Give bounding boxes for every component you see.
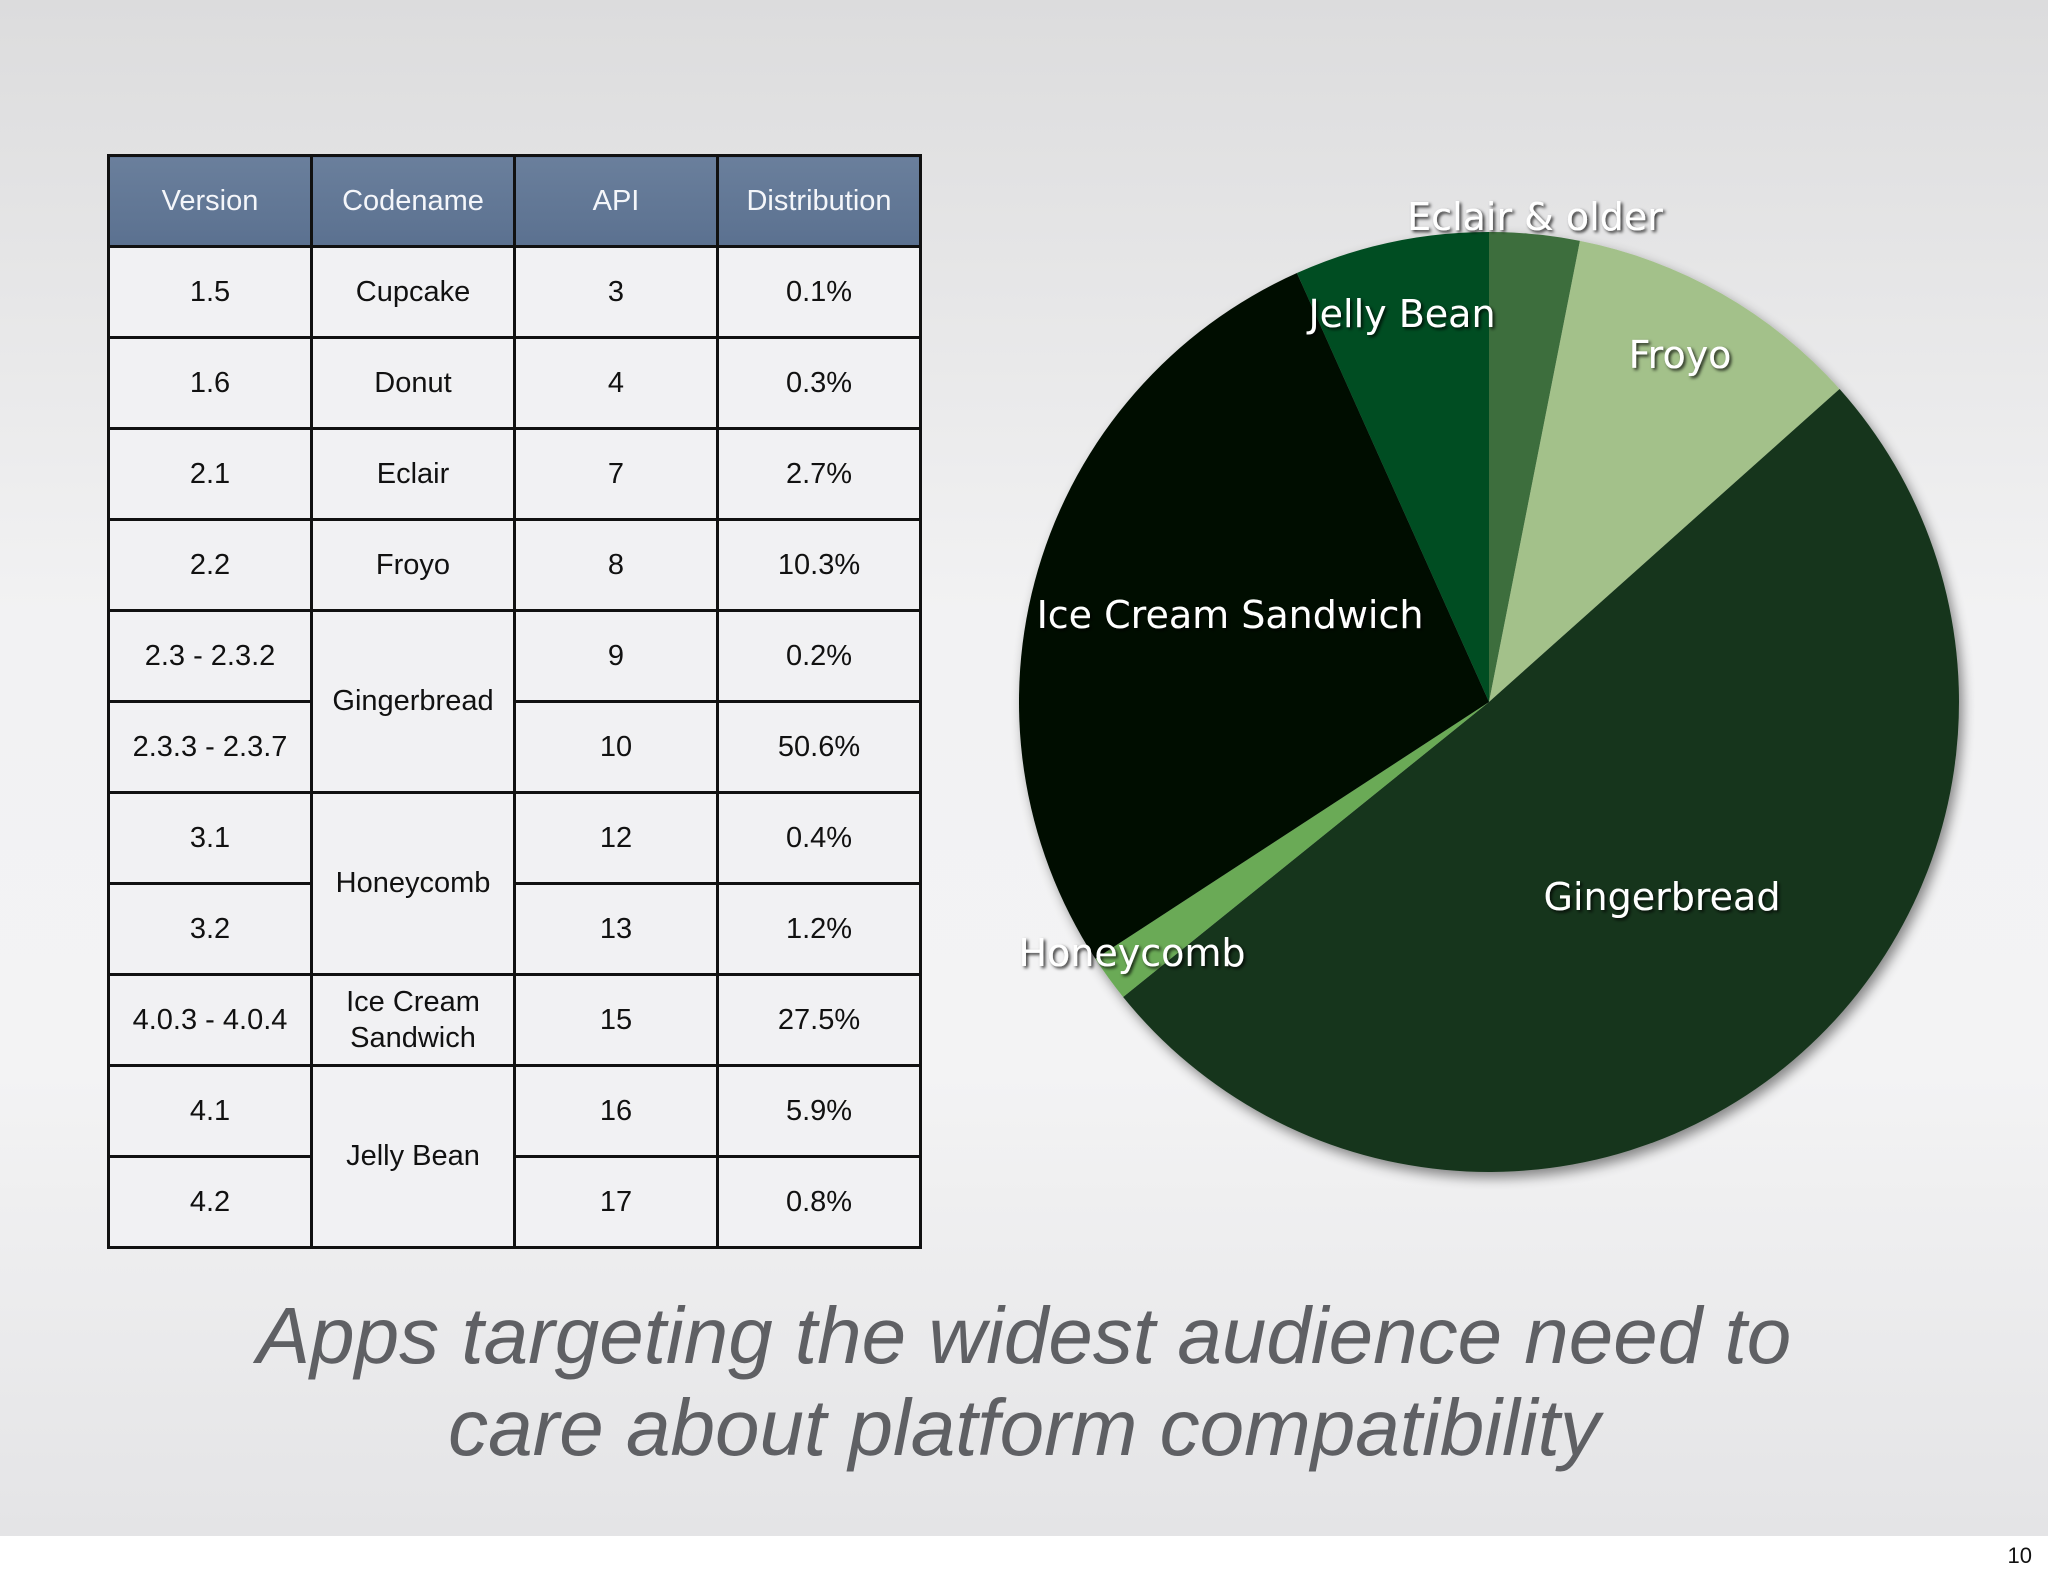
codename-cell: Jelly Bean [310, 1064, 516, 1249]
version-cell: 4.0.3 - 4.0.4 [107, 973, 313, 1067]
api-cell: 17 [513, 1155, 719, 1249]
caption: Apps targeting the widest audience need … [0, 1290, 2048, 1474]
caption-line-1: Apps targeting the widest audience need … [256, 1291, 1792, 1380]
api-cell: 3 [513, 245, 719, 339]
pie-label-eclair-older: Eclair & older [1407, 195, 1663, 239]
distribution-cell: 50.6% [716, 700, 922, 794]
table-header-row: Version Codename API Distribution [107, 154, 922, 248]
table-row: 4.0.3 - 4.0.4 Ice Cream Sandwich 15 27.5… [107, 973, 922, 1067]
table-row: 2.1 Eclair 7 2.7% [107, 427, 922, 521]
version-cell: 2.3 - 2.3.2 [107, 609, 313, 703]
distribution-cell: 1.2% [716, 882, 922, 976]
pie-label-ice-cream-sandwich: Ice Cream Sandwich [1037, 593, 1424, 637]
pie-slice-gingerbread [1123, 388, 1959, 1172]
table-row: 2.3.3 - 2.3.7 10 50.6% [107, 700, 922, 794]
api-cell: 7 [513, 427, 719, 521]
distribution-cell: 27.5% [716, 973, 922, 1067]
table-row: 3.1 Honeycomb 12 0.4% [107, 791, 922, 976]
distribution-cell: 0.1% [716, 245, 922, 339]
api-cell: 13 [513, 882, 719, 976]
version-cell: 2.1 [107, 427, 313, 521]
api-cell: 10 [513, 700, 719, 794]
pie-slice-eclair-older [1489, 232, 1580, 702]
pie-label-gingerbread: Gingerbread [1544, 875, 1781, 919]
table-row: 4.1 Jelly Bean 16 5.9% [107, 1064, 922, 1249]
header-codename: Codename [310, 154, 516, 248]
header-distribution: Distribution [716, 154, 922, 248]
pie-slice-honeycomb [1095, 702, 1489, 998]
version-cell: 2.3.3 - 2.3.7 [107, 700, 313, 794]
codename-cell: Eclair [310, 427, 516, 521]
version-cell: 1.6 [107, 336, 313, 430]
distribution-cell: 0.4% [716, 791, 922, 885]
distribution-cell: 10.3% [716, 518, 922, 612]
codename-cell: Honeycomb [310, 791, 516, 976]
version-cell: 3.2 [107, 882, 313, 976]
pie-slice-froyo [1489, 240, 1840, 702]
pie-label-froyo: Froyo [1629, 333, 1732, 377]
table-row: 4.2 17 0.8% [107, 1155, 922, 1249]
api-cell: 15 [513, 973, 719, 1067]
table-row: 1.6 Donut 4 0.3% [107, 336, 922, 430]
version-cell: 1.5 [107, 245, 313, 339]
table-row: 2.2 Froyo 8 10.3% [107, 518, 922, 612]
codename-cell: Froyo [310, 518, 516, 612]
distribution-cell: 0.8% [716, 1155, 922, 1249]
pie-slices [1018, 231, 1959, 1172]
distribution-table: Version Codename API Distribution 1.5 Cu… [107, 154, 922, 1249]
distribution-cell: 0.3% [716, 336, 922, 430]
distribution-cell: 5.9% [716, 1064, 922, 1158]
distribution-cell: 0.2% [716, 609, 922, 703]
api-cell: 4 [513, 336, 719, 430]
pie-label-honeycomb: Honeycomb [1018, 931, 1245, 975]
table-row: 1.5 Cupcake 3 0.1% [107, 245, 922, 339]
pie-slice-jelly-bean [1296, 231, 1489, 702]
codename-cell: Gingerbread [310, 609, 516, 794]
table-row: 2.3 - 2.3.2 Gingerbread 9 0.2% [107, 609, 922, 794]
api-cell: 9 [513, 609, 719, 703]
pie-label-jelly-bean: Jelly Bean [1306, 292, 1495, 336]
pie-chart: Eclair & older Froyo Gingerbread Honeycomb I… [1018, 195, 1959, 1172]
caption-line-2: care about platform compatibility [448, 1383, 1600, 1472]
codename-cell: Donut [310, 336, 516, 430]
api-cell: 12 [513, 791, 719, 885]
codename-cell: Ice Cream Sandwich [310, 973, 516, 1067]
slide: Version Codename API Distribution 1.5 Cu… [0, 0, 2048, 1536]
distribution-cell: 2.7% [716, 427, 922, 521]
version-cell: 4.2 [107, 1155, 313, 1249]
page-number: 10 [2007, 1543, 2032, 1568]
codename-cell: Cupcake [310, 245, 516, 339]
pie-labels: Eclair & older Froyo Gingerbread Honeycomb I… [1018, 195, 1780, 975]
version-cell: 2.2 [107, 518, 313, 612]
api-cell: 8 [513, 518, 719, 612]
pie-slice-ice-cream-sandwich [1018, 273, 1489, 959]
api-cell: 16 [513, 1064, 719, 1158]
version-cell: 4.1 [107, 1064, 313, 1158]
table-row: 3.2 13 1.2% [107, 882, 922, 976]
header-version: Version [107, 154, 313, 248]
header-api: API [513, 154, 719, 248]
version-cell: 3.1 [107, 791, 313, 885]
